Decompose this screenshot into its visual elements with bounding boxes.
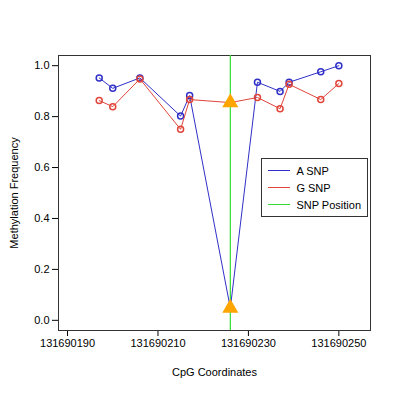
svg-text:0.0: 0.0 (34, 314, 49, 326)
html-text:A SNP: A SNP (296, 164, 329, 177)
svg-text:131690250: 131690250 (311, 337, 366, 349)
svg-text:Methylation Frequency: Methylation Frequency (8, 137, 20, 249)
svg-text:0.2: 0.2 (34, 263, 49, 275)
html-text:SNP Position: SNP Position (296, 198, 361, 211)
svg-text:0.6: 0.6 (34, 161, 49, 173)
svg-text:1.0: 1.0 (34, 59, 49, 71)
svg-text:0.8: 0.8 (34, 110, 49, 122)
svg-text:CpG Coordinates: CpG Coordinates (172, 366, 257, 378)
svg-text:0.4: 0.4 (34, 212, 49, 224)
svg-text:131690230: 131690230 (221, 337, 276, 349)
svg-text:131690210: 131690210 (130, 337, 185, 349)
html-text:G SNP: G SNP (296, 181, 331, 194)
svg-text:131690190: 131690190 (40, 337, 95, 349)
